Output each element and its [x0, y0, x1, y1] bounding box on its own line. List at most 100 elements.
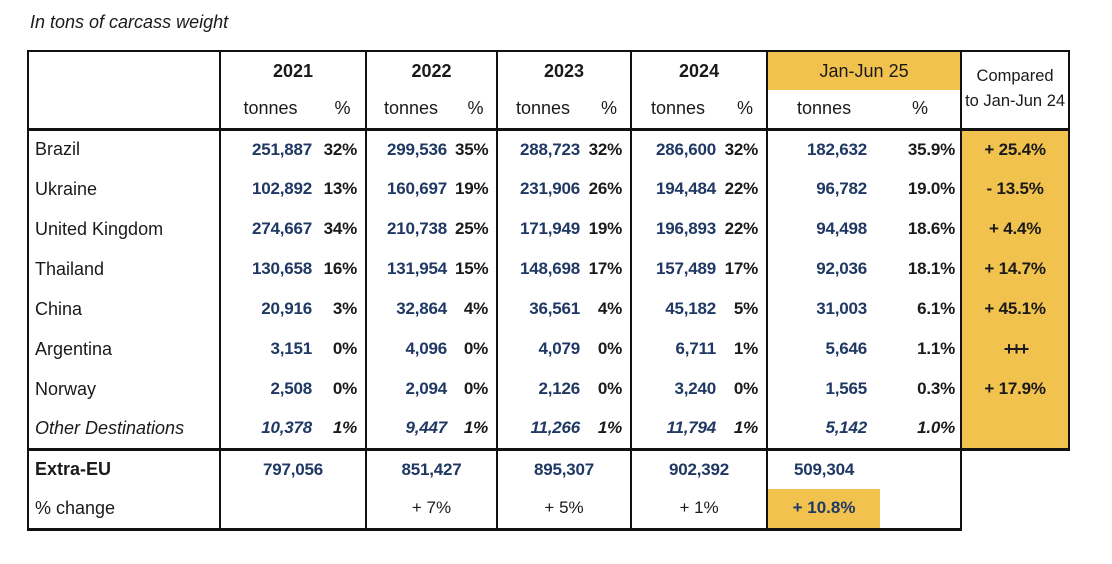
tonnes-cell: 2,094	[365, 369, 456, 409]
percent-cell: 13%	[323, 179, 358, 198]
percent-cell: 18.1%	[907, 259, 956, 278]
compared-cell: + 45.1%	[960, 289, 1071, 329]
country-cell: Other Destinations	[27, 409, 220, 449]
tonnes-cell: 3,151	[219, 329, 320, 369]
percent-cell: 0%	[332, 379, 358, 398]
tonnes-cell: 4,079	[496, 329, 589, 369]
country-cell: Norway	[27, 369, 220, 409]
tonnes-cell: 160,697	[365, 169, 456, 209]
percent-subheader: %	[724, 90, 768, 131]
percent-cell: 0%	[597, 379, 623, 398]
tonnes-cell: 6,711	[630, 329, 725, 369]
totals-cell: 797,056	[218, 447, 367, 489]
percent-cell: 22%	[724, 179, 759, 198]
empty-cell	[880, 447, 963, 489]
tonnes-cell: 5,142	[766, 409, 881, 449]
percent-cell: 1%	[332, 418, 358, 438]
percent-cell: 3%	[332, 299, 358, 318]
percent-cell: 1%	[597, 418, 623, 438]
compared-cell: + 25.4%	[960, 129, 1071, 169]
percent-cell: 0%	[463, 339, 489, 358]
table-row: Ukraine 102,892 13% 160,697 19% 231,906 26% 194…	[27, 169, 1071, 209]
tonnes-cell: 210,738	[365, 209, 456, 249]
percent-cell: 17%	[724, 259, 759, 278]
tonnes-cell: 194,484	[630, 169, 725, 209]
percent-cell: 1%	[733, 339, 759, 358]
percent-cell: 17%	[588, 259, 623, 278]
percent-cell: 19.0%	[907, 179, 956, 198]
table-row: Argentina 3,151 0% 4,096 0% 4,079 0% 6,711 1% 5,6…	[27, 329, 1071, 369]
tonnes-cell: 96,782	[766, 169, 881, 209]
percent-subheader: %	[455, 90, 498, 131]
tonnes-subheader: tonnes	[630, 90, 725, 131]
percent-cell: 1%	[463, 418, 489, 438]
table-row: Other Destinations 10,378 1% 9,447 1% 11,266 1…	[27, 409, 1071, 451]
header-year-row: 2021 2022 2023 2024 Jan-Jun 25 Compared …	[27, 50, 1071, 131]
tonnes-cell: 299,536	[365, 129, 456, 169]
pct-change-cell	[218, 489, 367, 531]
country-cell: Ukraine	[27, 169, 220, 209]
empty-cell	[880, 489, 963, 531]
percent-subheader: %	[320, 90, 367, 131]
compared-cell: + 17.9%	[960, 369, 1071, 409]
table-row: United Kingdom 274,667 34% 210,738 25% 171,94…	[27, 209, 1071, 249]
percent-cell: 35%	[455, 139, 489, 159]
percent-cell: 32%	[323, 139, 358, 159]
tonnes-cell: 36,561	[496, 289, 589, 329]
compared-header-line1: Compared	[976, 67, 1054, 86]
table-caption: In tons of carcass weight	[30, 12, 229, 32]
tonnes-cell: 94,498	[766, 209, 881, 249]
country-cell: China	[27, 289, 220, 329]
compared-cell: + 4.4%	[960, 209, 1071, 249]
tonnes-cell: 45,182	[630, 289, 725, 329]
tonnes-cell: 288,723	[496, 129, 589, 169]
tonnes-cell: 11,266	[496, 409, 589, 449]
tonnes-cell: 231,906	[496, 169, 589, 209]
tonnes-cell: 5,646	[766, 329, 881, 369]
pct-change-cell: + 1%	[630, 489, 768, 531]
tonnes-cell: 20,916	[219, 289, 320, 329]
compared-cell: - 13.5%	[960, 169, 1071, 209]
percent-cell: 0%	[597, 339, 623, 358]
tonnes-cell: 131,954	[365, 249, 456, 289]
compared-cell	[960, 409, 1071, 451]
table-row: China 20,916 3% 32,864 4% 36,561 4% 45,182 5% 31,…	[27, 289, 1071, 329]
blank-area	[961, 449, 1070, 489]
tonnes-cell: 171,949	[496, 209, 589, 249]
tonnes-cell: 148,698	[496, 249, 589, 289]
percent-cell: 0%	[733, 379, 759, 398]
header-sub-row: tonnes % tonnes % tonnes % tonnes % tonn…	[27, 90, 1069, 131]
tonnes-cell: 9,447	[365, 409, 456, 449]
tonnes-cell: 2,126	[496, 369, 589, 409]
tonnes-cell: 130,658	[219, 249, 320, 289]
percent-cell: 19%	[455, 179, 489, 198]
percent-cell: 25%	[455, 219, 489, 238]
percent-cell: 16%	[323, 259, 358, 278]
tonnes-cell: 196,893	[630, 209, 725, 249]
percent-cell: 0%	[463, 379, 489, 398]
year-header-2023: 2023	[496, 50, 632, 90]
table-row: Thailand 130,658 16% 131,954 15% 148,698 17% 15…	[27, 249, 1071, 289]
compared-cell: + 14.7%	[960, 249, 1071, 289]
pct-change-cell: + 5%	[496, 489, 632, 531]
tonnes-cell: 157,489	[630, 249, 725, 289]
percent-cell: 0.3%	[917, 379, 956, 398]
tonnes-subheader: tonnes	[766, 90, 881, 131]
tonnes-subheader: tonnes	[365, 90, 456, 131]
carcass-weight-table: 2021 2022 2023 2024 Jan-Jun 25 Compared …	[27, 50, 1071, 531]
percent-cell: 18.6%	[907, 219, 956, 238]
tonnes-cell: 182,632	[766, 129, 881, 169]
country-cell: United Kingdom	[27, 209, 220, 249]
tonnes-cell: 32,864	[365, 289, 456, 329]
country-cell: Thailand	[27, 249, 220, 289]
percent-cell: 32%	[724, 139, 759, 159]
compared-header: Compared to Jan-Jun 24	[960, 50, 1071, 131]
table-row: Norway 2,508 0% 2,094 0% 2,126 0% 3,240 0% 1,565 0…	[27, 369, 1071, 409]
percent-cell: 15%	[455, 259, 489, 278]
compared-cell: +++	[960, 329, 1071, 369]
tonnes-cell: 92,036	[766, 249, 881, 289]
percent-cell: 26%	[588, 179, 623, 198]
percent-cell: 35.9%	[907, 139, 956, 159]
totals-cell: 851,427	[365, 447, 498, 489]
country-cell: Argentina	[27, 329, 220, 369]
